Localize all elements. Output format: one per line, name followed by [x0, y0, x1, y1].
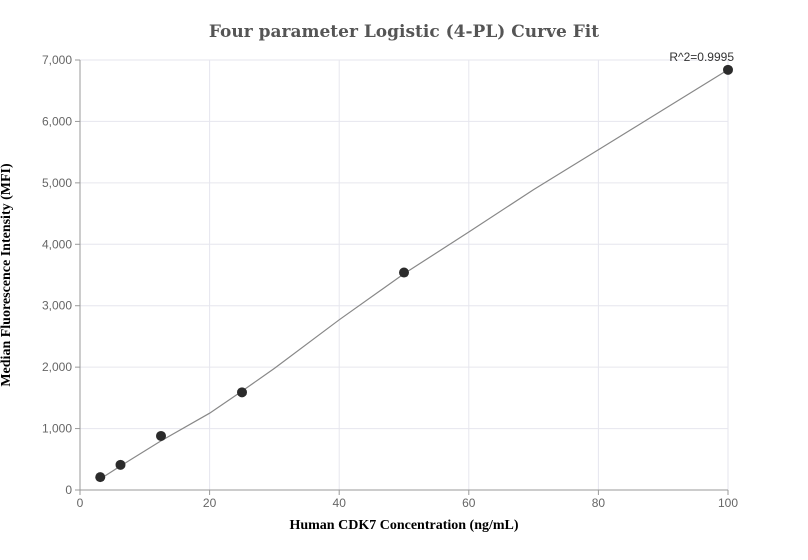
x-tick-label: 0 [77, 496, 84, 510]
data-point [95, 472, 106, 483]
y-tick-label: 5,000 [42, 176, 72, 190]
x-tick-label: 80 [592, 496, 606, 510]
data-point [237, 387, 247, 398]
x-axis-label: Human CDK7 Concentration (ng/mL) [289, 518, 519, 533]
y-axis-label: Median Fluorescence Intensity (MFI) [0, 163, 14, 387]
fit-curve-line [99, 69, 729, 480]
x-tick-label: 40 [333, 496, 347, 510]
y-tick-label: 7,000 [42, 53, 72, 67]
y-tick-label: 2,000 [42, 360, 72, 374]
data-point [115, 459, 126, 470]
y-tick-label: 6,000 [42, 114, 72, 128]
data-point [723, 64, 733, 75]
chart-title: Four parameter Logistic (4-PL) Curve Fit [208, 22, 600, 42]
y-tick-label: 4,000 [42, 237, 72, 251]
y-tick-label: 1,000 [42, 422, 72, 436]
r-squared-annotation: R^2=0.9995 [669, 50, 734, 64]
y-tick-label: 0 [65, 483, 72, 497]
x-tick-label: 100 [718, 496, 738, 510]
x-tick-label: 20 [203, 496, 217, 510]
y-tick-label: 3,000 [42, 299, 72, 313]
data-point [156, 430, 166, 441]
x-tick-label: 60 [462, 496, 476, 510]
data-point [399, 267, 409, 278]
